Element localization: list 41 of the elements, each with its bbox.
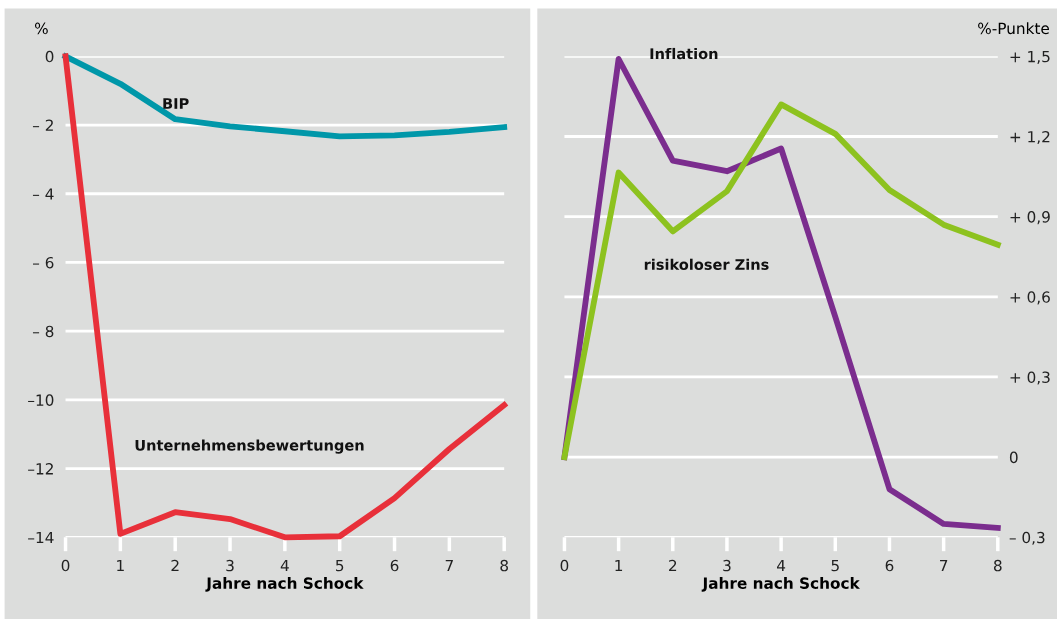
y-tick-label: + 0,6: [1010, 291, 1050, 305]
y-tick-label: –10: [28, 394, 54, 406]
x-tick-label: 0: [61, 559, 70, 572]
series-label: Unternehmensbewertungen: [135, 439, 364, 454]
x-tick-label: 5: [336, 559, 344, 572]
y-tick-label: –14: [28, 531, 54, 544]
x-tick-label: 2: [669, 559, 677, 572]
y-tick-label: + 0,3: [1010, 371, 1050, 385]
x-tick-label: 8: [993, 559, 1002, 572]
series-label: Inflation: [650, 47, 718, 60]
y-tick-label: + 1,5: [1010, 50, 1050, 64]
x-tick-label: 1: [615, 559, 623, 572]
x-tick-label: 8: [500, 559, 508, 572]
x-tick-label: 2: [171, 559, 179, 572]
y-tick-label: – 6: [32, 256, 54, 269]
x-tick-label: 5: [831, 559, 839, 572]
x-tick-label: 3: [723, 559, 731, 572]
x-tick-label: 1: [117, 559, 124, 572]
y-axis-title: %-Punkte: [978, 22, 1049, 35]
y-tick-label: + 0,9: [1010, 211, 1050, 225]
x-tick-label: 4: [777, 559, 786, 572]
y-tick-label: 0: [1009, 451, 1018, 464]
x-tick-label: 7: [940, 559, 948, 572]
text: risikoloser Zins: [644, 258, 769, 270]
y-tick-label: – 2: [32, 119, 53, 131]
y-tick-label: –12: [28, 463, 53, 475]
x-tick-label: 4: [280, 559, 289, 572]
x-tick-label: 7: [445, 559, 453, 572]
x-axis-title: Jahre nach Schock: [701, 577, 860, 592]
y-axis-title: %: [34, 22, 48, 35]
x-axis-title: Jahre nach Schock: [205, 577, 364, 592]
y-tick-label: – 0,3: [1009, 531, 1045, 545]
y-tick-label: + 1,2: [1010, 130, 1050, 145]
y-tick-label: – 8: [32, 325, 54, 338]
x-tick-label: 3: [226, 559, 234, 572]
x-tick-label: 6: [885, 559, 894, 572]
y-tick-label: – 4: [32, 188, 54, 200]
x-tick-label: 0: [560, 559, 569, 572]
y-tick-label: 0: [45, 50, 54, 63]
series-label: BIP: [163, 98, 189, 109]
x-tick-label: 6: [390, 559, 399, 572]
